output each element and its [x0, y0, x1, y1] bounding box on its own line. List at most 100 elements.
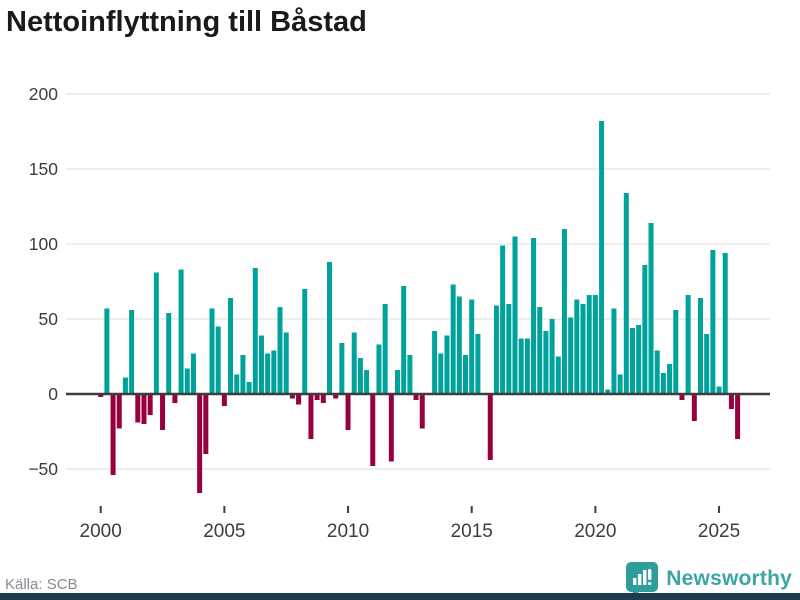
bar-2010-q2	[351, 332, 357, 394]
bar-2003-q1	[172, 394, 178, 403]
x-axis-label-2015: 2015	[451, 521, 493, 542]
bar-2004-q4	[215, 326, 221, 394]
bar-2013-q4	[438, 353, 444, 394]
bar-2012-q4	[413, 394, 419, 400]
bar-2011-q2	[376, 344, 382, 394]
bar-2018-q4	[561, 229, 567, 394]
bar-2011-q3	[382, 304, 388, 394]
bar-2004-q2	[203, 394, 209, 454]
bar-2022-q3	[654, 350, 660, 394]
bar-2000-q2	[104, 308, 110, 394]
bar-2003-q4	[190, 353, 196, 394]
bar-2002-q3	[160, 394, 166, 430]
bar-2019-q2	[574, 299, 580, 394]
y-axis-label-100: 100	[29, 234, 58, 254]
bar-2000-q3	[110, 394, 116, 475]
bar-2025-q4	[735, 394, 741, 439]
x-axis-label-2025: 2025	[698, 521, 740, 542]
bar-2017-q1	[518, 338, 524, 394]
y-axis-label-0: 0	[48, 384, 58, 404]
bar-2019-q4	[586, 295, 592, 394]
newsworthy-bar-chart-bubble-icon	[626, 562, 659, 597]
y-axis-label-200: 200	[29, 84, 58, 104]
bar-2008-q4	[314, 394, 320, 400]
bar-2006-q3	[258, 335, 264, 394]
bar-2012-q2	[401, 286, 407, 394]
bar-2025-q3	[728, 394, 734, 409]
bar-2014-q1	[444, 335, 450, 394]
bar-2002-q2	[153, 272, 159, 394]
bar-2000-q4	[116, 394, 122, 429]
bar-2008-q2	[302, 289, 308, 394]
bar-2012-q3	[407, 355, 413, 394]
bar-2002-q1	[147, 394, 153, 415]
bar-2006-q4	[265, 353, 271, 394]
bar-2018-q1	[543, 331, 549, 394]
bar-2018-q2	[549, 319, 555, 394]
newsworthy-logo: Newsworthy	[625, 561, 792, 597]
x-axis-label-2020: 2020	[574, 521, 616, 542]
bar-2015-q2	[475, 334, 481, 394]
bar-2007-q3	[283, 332, 289, 394]
bar-2014-q2	[450, 284, 456, 394]
bar-2020-q1	[592, 295, 598, 394]
bar-2021-q3	[629, 328, 635, 394]
bar-2012-q1	[395, 370, 401, 394]
bar-2022-q1	[642, 265, 648, 394]
bar-2006-q2	[252, 268, 258, 394]
footer-accent-strip	[0, 593, 800, 600]
bar-2010-q4	[364, 370, 370, 394]
bar-2016-q2	[500, 245, 506, 394]
bar-2007-q1	[271, 350, 277, 394]
y-axis-label--50: −50	[28, 459, 58, 479]
bar-2023-q3	[679, 394, 685, 400]
x-axis-label-2000: 2000	[80, 521, 122, 542]
bar-2016-q1	[493, 305, 499, 394]
bar-2023-q1	[667, 364, 673, 394]
bar-2004-q1	[197, 394, 203, 493]
bar-2020-q2	[599, 121, 605, 394]
bar-2009-q4	[339, 343, 345, 394]
bar-2021-q4	[636, 325, 642, 394]
bar-2019-q1	[568, 317, 574, 394]
bar-2023-q2	[673, 310, 679, 394]
bar-2001-q1	[122, 377, 128, 394]
bar-2018-q3	[555, 356, 561, 394]
bar-2020-q4	[611, 308, 617, 394]
x-axis-label-2005: 2005	[203, 521, 245, 542]
y-axis-label-50: 50	[39, 309, 59, 329]
bar-2025-q1	[716, 386, 722, 394]
bar-2006-q1	[246, 382, 252, 394]
bar-2024-q2	[698, 298, 703, 394]
bar-2009-q1	[320, 394, 326, 403]
bar-2007-q4	[289, 394, 295, 399]
bar-2021-q1	[617, 374, 623, 394]
bar-2017-q3	[531, 238, 537, 394]
bar-2005-q2	[228, 298, 234, 394]
bar-2005-q4	[240, 355, 246, 394]
brand-name: Newsworthy	[666, 567, 792, 590]
bar-2020-q3	[605, 389, 611, 394]
bar-2016-q4	[512, 236, 518, 394]
bar-2011-q1	[370, 394, 376, 466]
bar-2022-q2	[648, 223, 654, 394]
bar-2013-q3	[432, 331, 438, 394]
bar-2024-q1	[691, 394, 697, 421]
bar-2015-q4	[487, 394, 493, 460]
bar-2005-q1	[221, 394, 227, 406]
bar-2019-q3	[580, 304, 586, 394]
bar-2004-q3	[209, 308, 215, 394]
bar-2001-q2	[129, 310, 135, 394]
bar-2014-q3	[456, 296, 462, 394]
bar-2014-q4	[463, 355, 469, 394]
bar-2001-q3	[135, 394, 141, 423]
bar-2015-q1	[469, 299, 475, 394]
bar-2005-q3	[234, 374, 240, 394]
source-label: Källa: SCB	[5, 576, 78, 593]
bar-2008-q1	[296, 394, 302, 405]
bar-2010-q3	[357, 358, 363, 394]
bar-2009-q2	[326, 262, 332, 394]
bar-2007-q2	[277, 307, 283, 394]
bar-2011-q4	[388, 394, 394, 462]
